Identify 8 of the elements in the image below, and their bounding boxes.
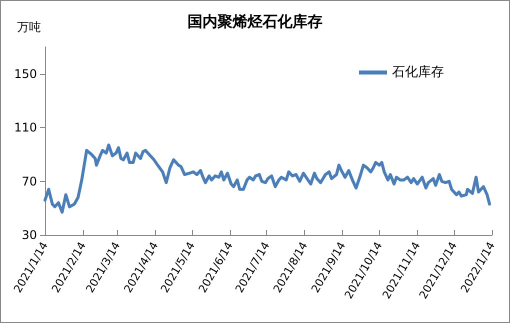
y-axis-title: 万吨	[17, 20, 41, 34]
line-series	[44, 144, 492, 214]
y-tick-label: 30	[22, 228, 37, 242]
legend-label: 石化库存	[392, 65, 444, 80]
y-tick-label: 70	[22, 174, 37, 188]
chart-title: 国内聚烯烃石化库存	[188, 12, 322, 30]
y-tick-label: 110	[14, 120, 37, 135]
y-tick-label: 150	[14, 66, 37, 81]
